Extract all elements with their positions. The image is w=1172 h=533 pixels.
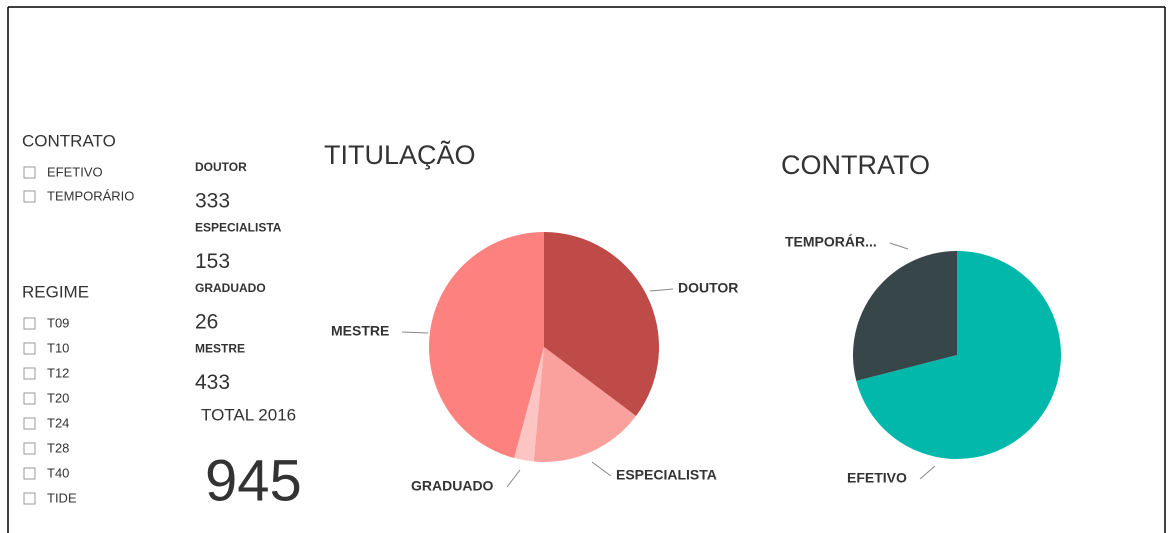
card-label: DOUTOR bbox=[195, 160, 247, 174]
slicer-item[interactable]: T12 bbox=[47, 365, 69, 380]
slicer-checkbox[interactable] bbox=[23, 367, 36, 380]
card-value: 26 bbox=[195, 311, 218, 334]
leader-line bbox=[591, 461, 612, 477]
slicer-checkbox[interactable] bbox=[23, 342, 36, 355]
slice-label: DOUTOR bbox=[678, 280, 738, 296]
pie-slice bbox=[428, 232, 544, 459]
slice-label: GRADUADO bbox=[411, 478, 494, 494]
card-value: 433 bbox=[195, 371, 230, 394]
slicer-checkbox[interactable] bbox=[23, 190, 36, 203]
total-value: 945 bbox=[205, 448, 302, 513]
pie-slice bbox=[544, 232, 659, 416]
slicer-item[interactable]: EFETIVO bbox=[47, 164, 103, 179]
leader-line bbox=[889, 242, 909, 250]
pie-slice bbox=[533, 347, 637, 462]
slicer-checkbox[interactable] bbox=[23, 442, 36, 455]
slice-label: EFETIVO bbox=[847, 470, 907, 486]
slice-label: MESTRE bbox=[331, 323, 389, 339]
pie-slice bbox=[514, 347, 544, 462]
pie-slice bbox=[853, 251, 957, 381]
slicer-item[interactable]: T28 bbox=[47, 440, 69, 455]
slicer-item[interactable]: TIDE bbox=[47, 490, 77, 505]
leader-line bbox=[649, 288, 674, 292]
slicer-title: CONTRATO bbox=[22, 131, 116, 150]
leader-line bbox=[506, 469, 521, 488]
card-label: GRADUADO bbox=[195, 281, 266, 295]
slicer-checkbox[interactable] bbox=[23, 317, 36, 330]
card-value: 153 bbox=[195, 250, 230, 273]
leader-line bbox=[401, 331, 429, 334]
card-label: MESTRE bbox=[195, 342, 245, 356]
total-label: TOTAL 2016 bbox=[201, 405, 296, 424]
slicer-item[interactable]: TEMPORÁRIO bbox=[47, 188, 134, 203]
chart-title: TITULAÇÃO bbox=[324, 139, 476, 170]
card-label: ESPECIALISTA bbox=[195, 221, 282, 235]
slicer-item[interactable]: T09 bbox=[47, 315, 69, 330]
slicer-checkbox[interactable] bbox=[23, 492, 36, 505]
slicer-checkbox[interactable] bbox=[23, 467, 36, 480]
slicer-checkbox[interactable] bbox=[23, 166, 36, 179]
slice-label: ESPECIALISTA bbox=[616, 467, 717, 483]
chart-title: CONTRATO bbox=[781, 150, 930, 180]
slicer-item[interactable]: T10 bbox=[47, 340, 69, 355]
card-value: 333 bbox=[195, 190, 230, 213]
slice-label: TEMPORÁR... bbox=[785, 234, 877, 250]
leader-line bbox=[919, 465, 936, 480]
slicer-item[interactable]: T40 bbox=[47, 465, 69, 480]
pie-slice bbox=[856, 251, 1062, 460]
slicer-title: REGIME bbox=[22, 282, 89, 301]
slicer-checkbox[interactable] bbox=[23, 392, 36, 405]
slicer-checkbox[interactable] bbox=[23, 417, 36, 430]
slicer-item[interactable]: T20 bbox=[47, 390, 69, 405]
slicer-item[interactable]: T24 bbox=[47, 415, 69, 430]
